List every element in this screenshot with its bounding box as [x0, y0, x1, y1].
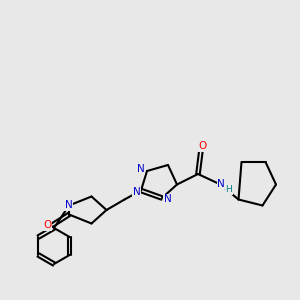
- Text: N: N: [164, 194, 171, 205]
- Text: O: O: [198, 141, 207, 152]
- Text: N: N: [217, 179, 225, 189]
- Text: H: H: [226, 185, 232, 194]
- Text: N: N: [64, 200, 72, 211]
- Text: N: N: [137, 164, 145, 175]
- Text: N: N: [133, 187, 140, 197]
- Text: O: O: [43, 220, 51, 230]
